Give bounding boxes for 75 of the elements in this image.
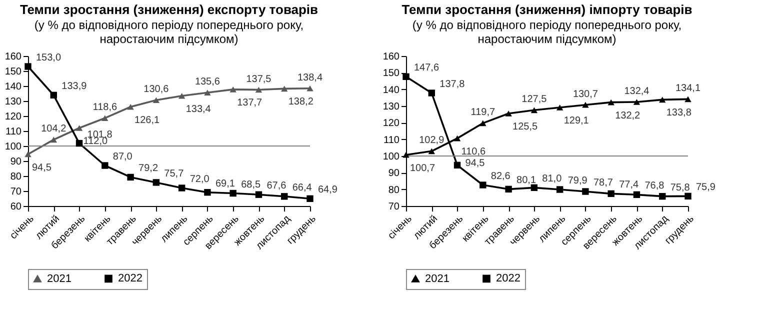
chart-subtitle: (у % до відповідного періоду попереднього року, наростаючим підсумком) — [412, 18, 682, 46]
y-tick-label: 60 — [10, 202, 22, 212]
data-label: 75,7 — [164, 168, 184, 180]
data-label: 119,7 — [470, 107, 496, 118]
y-tick-label: 110 — [384, 134, 400, 146]
data-label: 94,5 — [465, 158, 486, 170]
data-label: 75,9 — [696, 182, 716, 194]
data-label: 75,8 — [670, 182, 690, 194]
data-label: 133,8 — [666, 108, 692, 119]
chart-title: Темпи зростання (зниження) імпорту товарів — [402, 2, 692, 17]
y-tick-label: 90 — [388, 168, 400, 180]
data-label: 77,4 — [619, 180, 639, 191]
y-tick-label: 150 — [4, 66, 22, 78]
y-tick-label: 130 — [382, 102, 400, 112]
data-label: 138,2 — [288, 96, 314, 108]
data-label: 137,8 — [440, 79, 466, 90]
data-label: 129,1 — [564, 116, 590, 126]
data-label: 78,7 — [593, 178, 614, 188]
data-label: 130,7 — [572, 88, 598, 100]
data-label: 94,5 — [32, 162, 52, 174]
y-tick-label: 120 — [382, 118, 400, 130]
data-label: 127,5 — [522, 94, 548, 106]
y-tick-label: 120 — [4, 112, 22, 122]
data-label: 76,8 — [644, 180, 665, 192]
data-label: 79,2 — [138, 163, 158, 174]
y-tick-label: 140 — [382, 84, 400, 96]
y-tick-label: 130 — [4, 96, 22, 108]
data-label: 132,2 — [615, 110, 641, 122]
y-tick-label: 160 — [4, 52, 22, 62]
y-tick-label: 140 — [4, 82, 22, 92]
data-label: 72,0 — [190, 174, 210, 185]
data-label: 153,0 — [36, 52, 62, 64]
data-label: 110,6 — [461, 146, 486, 158]
data-label: 66,4 — [292, 182, 312, 194]
y-tick-label: 110 — [6, 126, 22, 138]
data-label: 80,1 — [516, 175, 536, 186]
legend-label: 2021 — [47, 272, 72, 285]
legend-label: 2022 — [118, 272, 142, 285]
data-label: 67,6 — [266, 180, 287, 192]
data-label: 100,7 — [410, 162, 436, 174]
data-label: 102,9 — [419, 135, 445, 146]
data-label: 137,7 — [237, 97, 263, 108]
y-tick-label: 90 — [10, 156, 22, 168]
data-label: 130,6 — [144, 84, 170, 96]
data-label: 133,9 — [62, 81, 88, 92]
y-tick-label: 150 — [382, 68, 400, 80]
data-label: 69,1 — [215, 178, 236, 190]
data-label: 81,0 — [542, 174, 562, 185]
data-label: 64,9 — [318, 184, 338, 196]
legend-label: 2021 — [425, 272, 450, 285]
y-tick-label: 100 — [4, 142, 22, 152]
chart-title: Темпи зростання (зниження) експорту товарів — [20, 2, 318, 17]
data-label: 132,4 — [624, 86, 650, 97]
data-label: 125,5 — [512, 122, 538, 132]
data-label: 133,4 — [186, 104, 212, 115]
data-label: 68,5 — [241, 179, 261, 190]
y-tick-label: 70 — [10, 186, 22, 198]
data-label: 118,6 — [92, 102, 118, 114]
data-label: 126,1 — [134, 114, 160, 126]
data-label: 147,6 — [414, 62, 440, 74]
data-label: 87,0 — [112, 152, 133, 162]
y-tick-label: 80 — [10, 172, 22, 182]
data-label: 134,1 — [675, 83, 701, 94]
y-tick-label: 100 — [382, 152, 400, 162]
data-label: 104,2 — [41, 124, 67, 135]
data-label: 79,9 — [568, 176, 588, 186]
y-tick-label: 80 — [388, 184, 400, 196]
chart-subtitle: (у % до відповідного періоду попереднього року, наростаючим підсумком) — [34, 18, 304, 46]
data-label: 135,6 — [194, 76, 220, 88]
data-label: 137,5 — [246, 74, 272, 85]
data-label: 138,4 — [297, 72, 323, 84]
data-label: 82,6 — [490, 171, 511, 182]
legend-label: 2022 — [496, 272, 520, 285]
y-tick-label: 70 — [388, 202, 400, 212]
y-tick-label: 160 — [382, 52, 400, 62]
